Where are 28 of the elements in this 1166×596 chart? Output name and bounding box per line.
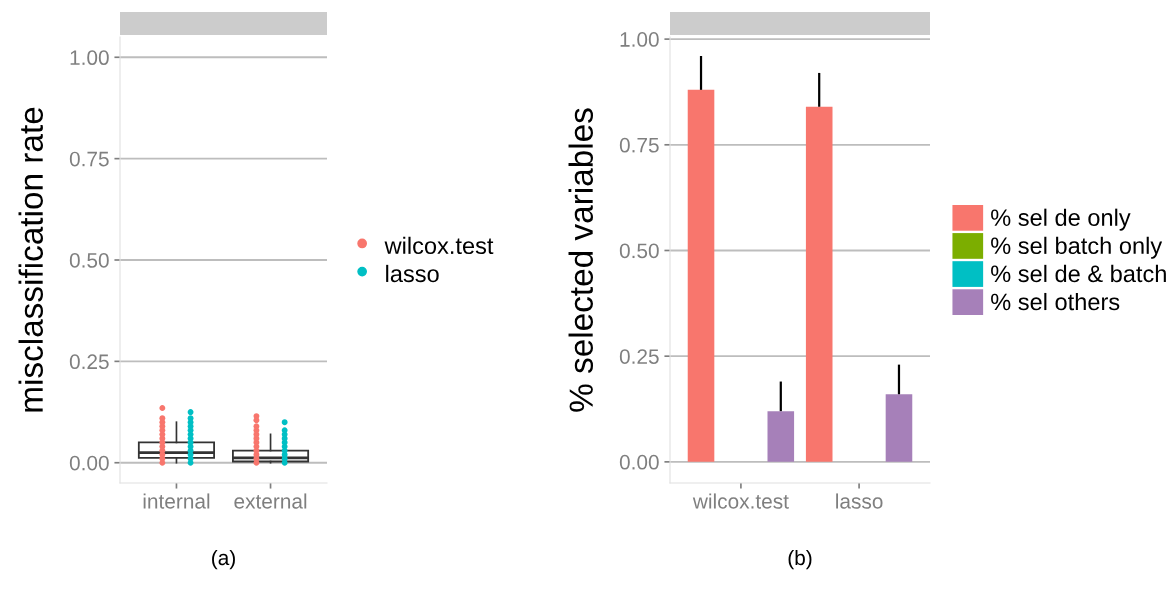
legend-label: % sel batch only	[991, 236, 1163, 259]
y-axis-title: % selected variables	[568, 108, 594, 412]
y-tick-label: 1.00	[620, 32, 659, 47]
y-axis-title: misclassification rate	[18, 107, 44, 412]
legend-label: lasso	[386, 264, 439, 283]
text: (a)	[212, 549, 235, 570]
text: (b)	[788, 549, 812, 570]
bar	[885, 394, 913, 462]
y-tick-label: 0.75	[69, 151, 109, 167]
y-tick-label: 0.00	[69, 455, 109, 471]
x-tick-label: internal	[143, 493, 210, 509]
y-tick-label: 0.25	[619, 349, 659, 364]
bar	[767, 411, 795, 462]
y-tick-label: 0.50	[619, 243, 659, 259]
y-tick-label: 0.00	[619, 454, 659, 470]
legend-label: % sel others	[991, 292, 1120, 311]
bar	[805, 106, 833, 462]
legend-label: % sel de only	[991, 208, 1131, 231]
y-tick-label: 0.75	[619, 137, 659, 153]
legend-label: wilcox.test	[384, 236, 494, 255]
legend-label: % sel de & batch	[991, 264, 1166, 283]
y-tick-label: 1.00	[70, 50, 109, 66]
y-tick-label: 0.25	[69, 354, 109, 370]
x-tick-label: lasso	[836, 493, 883, 509]
y-tick-label: 0.50	[69, 253, 109, 268]
bar	[687, 89, 715, 462]
x-tick-label: external	[234, 493, 307, 509]
x-tick-label: wilcox.test	[692, 493, 789, 509]
